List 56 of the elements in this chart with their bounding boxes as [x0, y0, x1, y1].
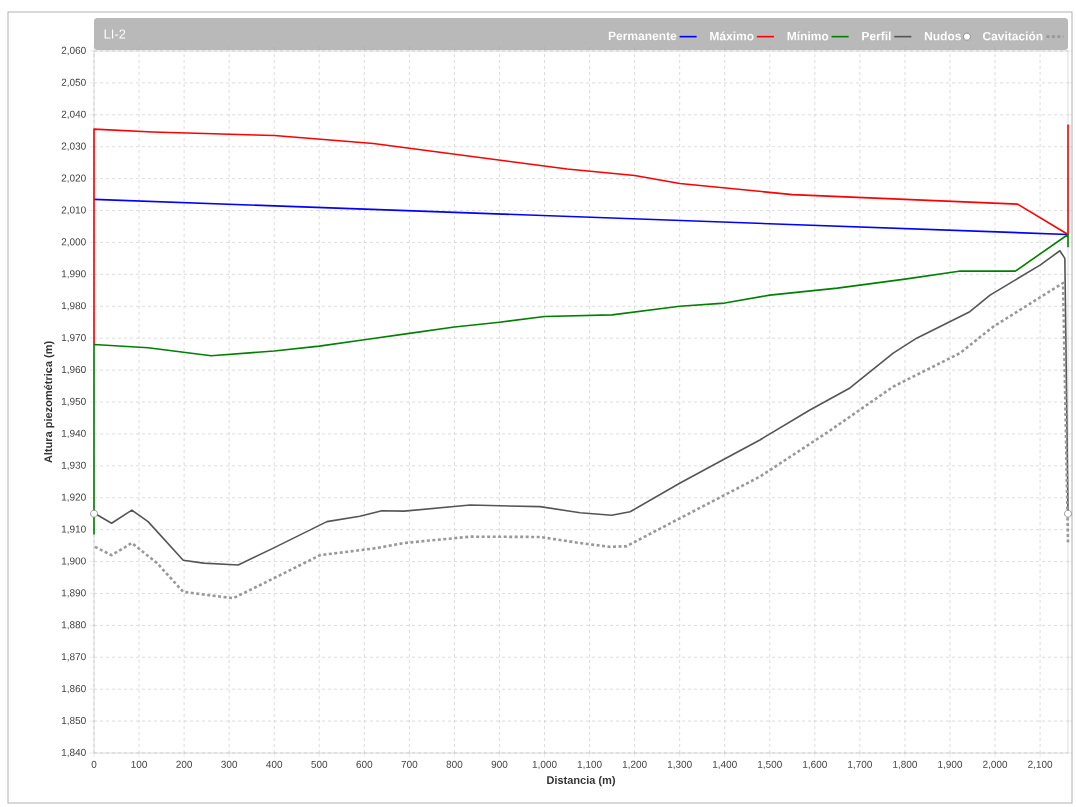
y-tick-label: 1,940 [61, 429, 86, 439]
legend-label: Nudos [924, 31, 961, 41]
line-series [93, 123, 1069, 346]
y-tick-label: 1,910 [61, 525, 86, 534]
y-tick-label: 2,050 [61, 78, 86, 88]
y-tick-label: 2,000 [61, 238, 86, 247]
x-tick-label: 1,500 [758, 760, 782, 770]
y-tick-label: 2,040 [61, 110, 86, 119]
x-tick-label: 1,200 [622, 760, 647, 770]
y-tick-label: 1,900 [61, 557, 86, 566]
x-tick-label: 1,800 [893, 760, 918, 770]
y-tick-label: 2,030 [61, 142, 86, 151]
x-tick-label: 800 [446, 760, 463, 768]
y-tick-label: 1,850 [61, 716, 86, 726]
y-tick-label: 2,010 [61, 206, 86, 215]
x-tick-label: 500 [311, 760, 328, 768]
legend-label: Perfil [862, 31, 891, 41]
x-tick-label: 1,000 [532, 760, 557, 770]
y-axis-title: Altura piezométrica (m) [43, 341, 55, 463]
y-tick-label: 1,870 [61, 653, 86, 662]
x-tick-label: 700 [401, 760, 418, 768]
x-tick-label: 1,700 [848, 760, 872, 770]
legend-label: Máximo [710, 31, 754, 41]
legend-label: Permanente [608, 31, 677, 41]
y-tick-label: 1,990 [61, 270, 86, 279]
y-tick-label: 1,860 [61, 685, 86, 694]
x-tick-label: 400 [266, 760, 283, 768]
y-tick-label: 1,840 [61, 748, 86, 758]
x-tick-label: 1,100 [577, 760, 602, 770]
chart-title: LI-2 [104, 29, 126, 39]
x-tick-label: 1,300 [667, 760, 692, 770]
x-tick-label: 200 [176, 760, 193, 768]
x-tick-label: 0 [91, 760, 97, 768]
x-tick-label: 900 [491, 760, 508, 768]
y-tick-label: 1,920 [61, 493, 86, 502]
y-tick-label: 1,960 [61, 365, 86, 375]
y-tick-label: 1,980 [61, 302, 86, 311]
y-tick-label: 2,060 [61, 46, 86, 56]
x-axis-title: Distancia (m) [547, 775, 615, 787]
y-tick-label: 1,930 [61, 461, 86, 470]
y-tick-label: 1,950 [61, 397, 86, 407]
y-tick-label: 2,020 [61, 174, 86, 183]
x-tick-label: 1,400 [712, 760, 737, 770]
y-tick-label: 1,880 [61, 621, 86, 630]
x-tick-label: 300 [221, 760, 238, 768]
x-tick-label: 600 [356, 760, 373, 768]
y-tick-label: 1,970 [61, 334, 86, 343]
x-tick-label: 1,600 [803, 760, 827, 770]
x-tick-label: 1,900 [938, 760, 963, 770]
legend-label: Cavitación [982, 31, 1043, 41]
x-tick-label: 100 [131, 760, 148, 768]
line-series [93, 281, 1070, 600]
x-tick-label: 2,100 [1028, 760, 1053, 770]
x-tick-label: 2,000 [983, 760, 1008, 770]
y-tick-label: 1,890 [61, 589, 86, 598]
legend-label: Mínimo [787, 31, 829, 41]
